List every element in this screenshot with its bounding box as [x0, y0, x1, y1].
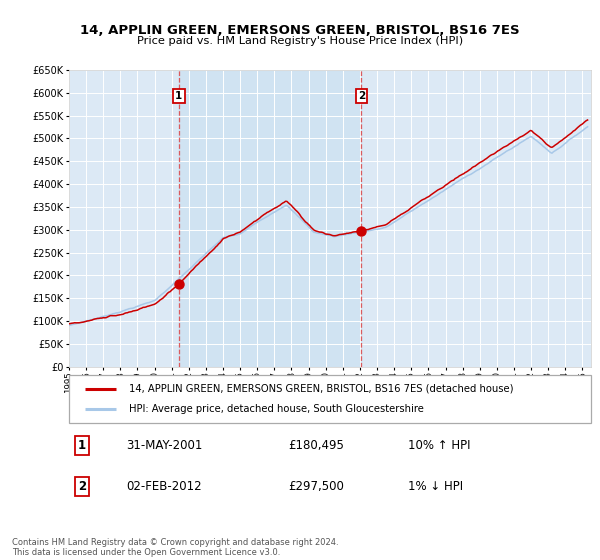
- Text: 1% ↓ HPI: 1% ↓ HPI: [409, 480, 463, 493]
- Text: 14, APPLIN GREEN, EMERSONS GREEN, BRISTOL, BS16 7ES (detached house): 14, APPLIN GREEN, EMERSONS GREEN, BRISTO…: [129, 384, 514, 394]
- Bar: [179, 70, 361, 367]
- Text: Price paid vs. HM Land Registry's House Price Index (HPI): Price paid vs. HM Land Registry's House …: [137, 36, 463, 46]
- Text: 14, APPLIN GREEN, EMERSONS GREEN, BRISTOL, BS16 7ES: 14, APPLIN GREEN, EMERSONS GREEN, BRISTO…: [80, 24, 520, 36]
- Text: 1: 1: [78, 439, 86, 452]
- Text: £180,495: £180,495: [288, 439, 344, 452]
- Text: 10% ↑ HPI: 10% ↑ HPI: [409, 439, 471, 452]
- Text: Contains HM Land Registry data © Crown copyright and database right 2024.
This d: Contains HM Land Registry data © Crown c…: [12, 538, 338, 557]
- Text: £297,500: £297,500: [288, 480, 344, 493]
- Text: 02-FEB-2012: 02-FEB-2012: [127, 480, 202, 493]
- Text: 31-MAY-2001: 31-MAY-2001: [127, 439, 203, 452]
- Text: 1: 1: [175, 91, 182, 101]
- Text: 2: 2: [78, 480, 86, 493]
- FancyBboxPatch shape: [69, 375, 591, 423]
- Text: HPI: Average price, detached house, South Gloucestershire: HPI: Average price, detached house, Sout…: [129, 404, 424, 414]
- Text: 2: 2: [358, 91, 365, 101]
